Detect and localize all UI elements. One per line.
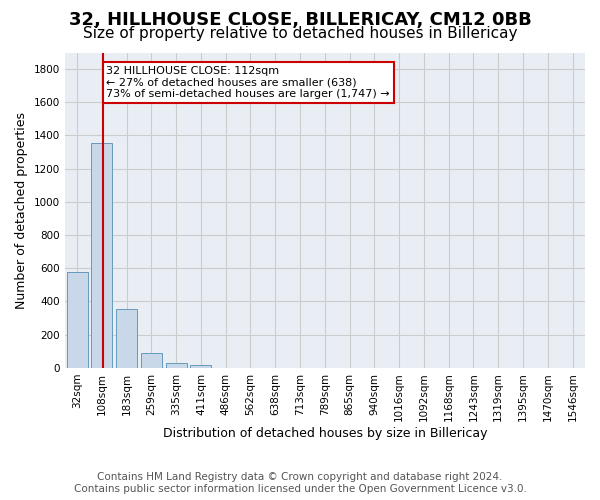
X-axis label: Distribution of detached houses by size in Billericay: Distribution of detached houses by size … bbox=[163, 427, 487, 440]
Text: 32, HILLHOUSE CLOSE, BILLERICAY, CM12 0BB: 32, HILLHOUSE CLOSE, BILLERICAY, CM12 0B… bbox=[68, 12, 532, 30]
Bar bbox=[67, 272, 88, 368]
Bar bbox=[141, 353, 162, 368]
Y-axis label: Number of detached properties: Number of detached properties bbox=[15, 112, 28, 308]
Bar bbox=[116, 309, 137, 368]
Text: 32 HILLHOUSE CLOSE: 112sqm
← 27% of detached houses are smaller (638)
73% of sem: 32 HILLHOUSE CLOSE: 112sqm ← 27% of deta… bbox=[106, 66, 390, 99]
Bar bbox=[190, 364, 211, 368]
Text: Contains HM Land Registry data © Crown copyright and database right 2024.
Contai: Contains HM Land Registry data © Crown c… bbox=[74, 472, 526, 494]
Text: Size of property relative to detached houses in Billericay: Size of property relative to detached ho… bbox=[83, 26, 517, 41]
Bar bbox=[91, 143, 112, 368]
Bar bbox=[166, 363, 187, 368]
